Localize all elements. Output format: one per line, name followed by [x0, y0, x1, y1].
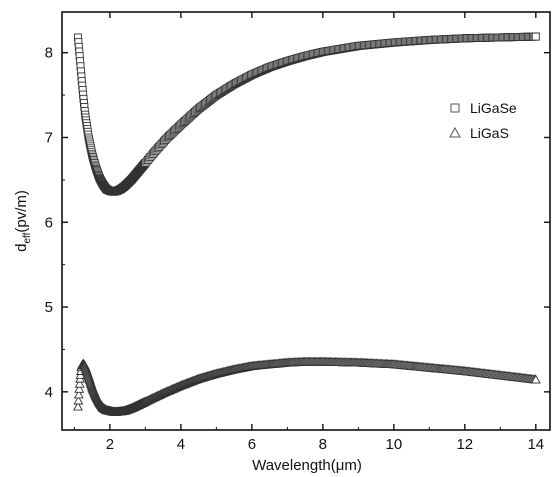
point-ligas [74, 378, 85, 388]
x-tick-label-6: 6 [248, 436, 256, 453]
point-ligas [73, 395, 84, 405]
series-ligas [73, 356, 541, 416]
x-tick-label-12: 12 [456, 436, 473, 453]
y-tick-label-4: 4 [45, 384, 53, 401]
series-ligase [74, 32, 540, 196]
legend-label-ligas: LiGaS [470, 125, 509, 141]
x-tick-label-2: 2 [106, 436, 114, 453]
x-tick-label-10: 10 [385, 436, 402, 453]
y-axis-title-rest: (pv/m) [13, 190, 30, 233]
series-layer [73, 32, 541, 416]
point-ligas [73, 401, 83, 411]
x-tick-label-14: 14 [527, 436, 544, 453]
legend-marker-ligas [449, 126, 461, 138]
y-tick-label-8: 8 [45, 45, 53, 62]
y-tick-label-7: 7 [45, 129, 53, 146]
y-axis: 4 5 6 7 8 [45, 45, 550, 401]
plot-area [61, 11, 551, 431]
x-tick-label-4: 4 [177, 436, 185, 453]
y-axis-title-sub: eff [22, 232, 33, 243]
x-axis-title: Wavelength(μm) [252, 457, 362, 474]
legend-marker-ligase [450, 103, 460, 113]
y-axis-title-main: d [13, 244, 30, 252]
point-ligas [74, 383, 85, 393]
legend-label-ligase: LiGaSe [470, 100, 517, 116]
y-axis-title: deff(pv/m) [13, 190, 33, 252]
legend: LiGaSe LiGaS [449, 100, 517, 141]
y-tick-label-6: 6 [45, 214, 53, 231]
plot-frame [61, 11, 551, 431]
point-ligase [531, 32, 540, 41]
point-ligas [73, 389, 84, 399]
x-tick-label-8: 8 [319, 436, 327, 453]
y-tick-label-5: 5 [45, 299, 53, 316]
x-axis: 2 4 6 8 10 12 14 [73, 12, 544, 453]
point-ligas [530, 374, 541, 384]
